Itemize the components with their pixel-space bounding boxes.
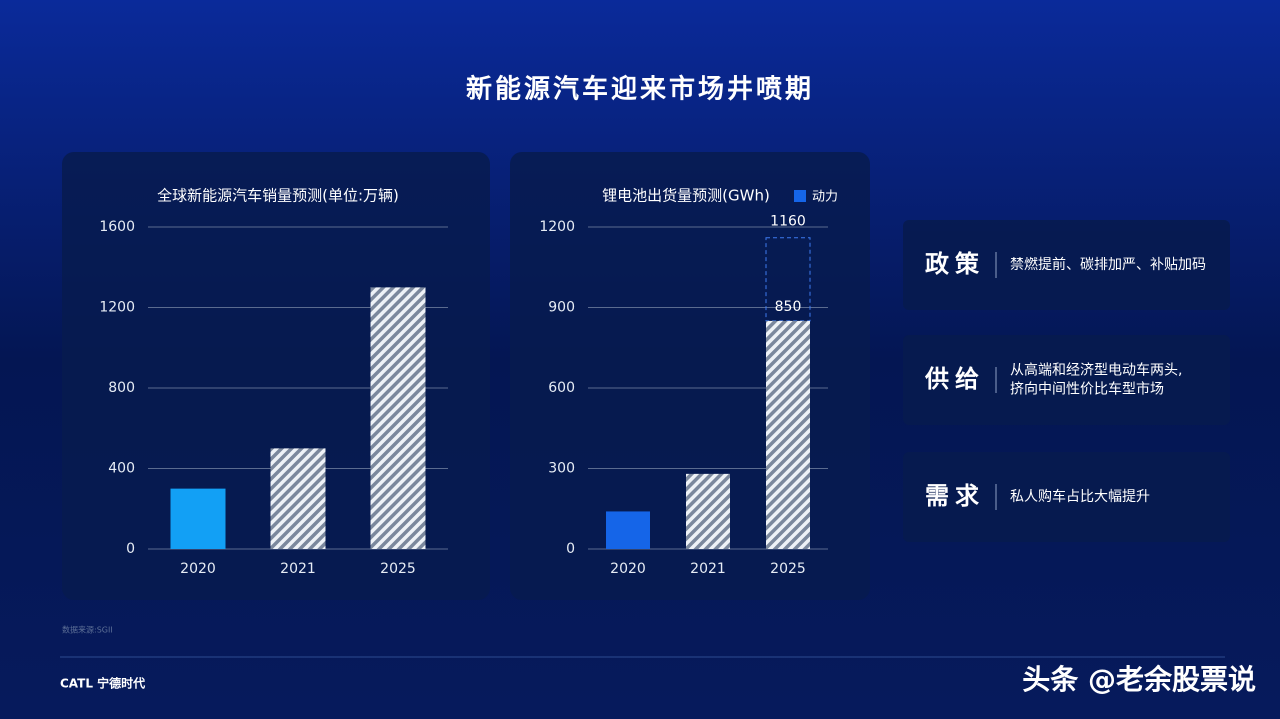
driver-panel (903, 220, 1230, 310)
x-tick-label: 2025 (770, 561, 806, 577)
legend-label: 动力 (812, 190, 838, 205)
bar (766, 320, 810, 549)
y-tick-label: 0 (126, 541, 135, 557)
driver-panel (903, 335, 1230, 425)
bar (686, 473, 730, 549)
watermark: 头条 @老余股票说 (1022, 663, 1256, 696)
y-tick-label: 400 (108, 461, 135, 477)
driver-label: 政策 (925, 250, 985, 278)
source: 数据来源:SGII (62, 625, 113, 635)
value-label: 850 (775, 299, 802, 315)
y-tick-label: 300 (548, 461, 575, 477)
x-tick-label: 2025 (380, 561, 416, 577)
x-tick-label: 2020 (180, 561, 216, 577)
chart-title: 锂电池出货量预测(GWh) (602, 187, 770, 205)
projection-label: 1160 (770, 214, 806, 230)
bar (270, 448, 326, 549)
driver-text: 私人购车占比大幅提升 (1010, 488, 1150, 505)
x-tick-label: 2021 (690, 561, 726, 577)
driver-label: 供给 (924, 365, 985, 393)
y-tick-label: 600 (548, 380, 575, 396)
y-tick-label: 1200 (539, 219, 575, 235)
legend-swatch (794, 190, 806, 202)
x-tick-label: 2021 (280, 561, 316, 577)
y-tick-label: 1200 (99, 300, 135, 316)
slide-title: 新能源汽车迎来市场井喷期 (466, 74, 814, 105)
bar (370, 287, 426, 549)
y-tick-label: 900 (548, 300, 575, 316)
bar (170, 488, 226, 549)
driver-text: 挤向中间性价比车型市场 (1010, 381, 1164, 398)
bar (606, 511, 650, 549)
driver-label: 需求 (925, 482, 985, 510)
y-tick-label: 800 (108, 380, 135, 396)
driver-panel (903, 452, 1230, 542)
y-tick-label: 0 (566, 541, 575, 557)
driver-text: 禁燃提前、碳排加严、补贴加码 (1010, 256, 1206, 273)
chart-title: 全球新能源汽车销量预测(单位:万辆) (157, 187, 399, 205)
x-tick-label: 2020 (610, 561, 646, 577)
logo: CATL 宁德时代 (60, 676, 145, 691)
driver-text: 从高端和经济型电动车两头, (1010, 362, 1182, 379)
y-tick-label: 1600 (99, 219, 135, 235)
